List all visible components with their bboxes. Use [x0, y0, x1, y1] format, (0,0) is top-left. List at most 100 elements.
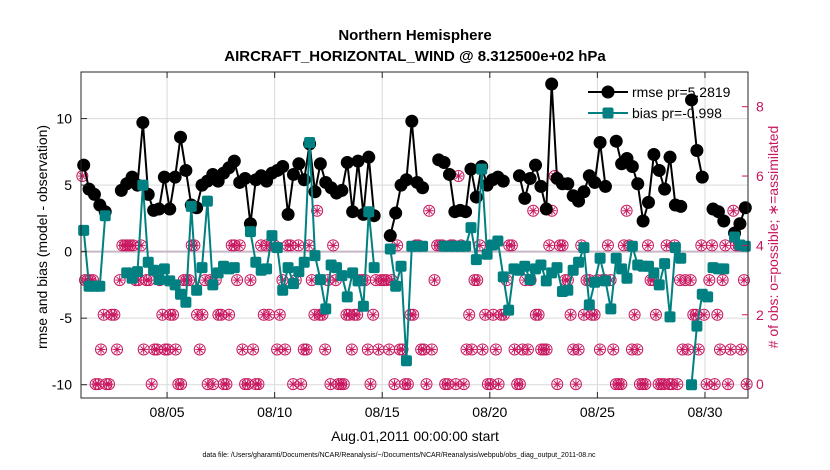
obs-assimilated-stroke: [97, 345, 105, 353]
obs-assimilated-marker: [96, 344, 106, 354]
obs-assimilated-marker: [603, 240, 613, 250]
obs-assimilated-marker: [672, 379, 682, 389]
obs-assimilated-stroke: [684, 345, 692, 353]
obs-assimilated-marker: [430, 275, 440, 285]
obs-assimilated-stroke: [495, 380, 503, 388]
bias-point: [589, 276, 601, 288]
obs-possible-marker: [252, 378, 265, 391]
chart-subtitle: AIRCRAFT_HORIZONTAL_WIND @ 8.312500e+02 …: [224, 48, 606, 65]
obs-assimilated-stroke: [222, 380, 230, 388]
obs-assimilated-stroke: [244, 380, 252, 388]
obs-possible-marker: [639, 378, 652, 391]
legend-rmse-marker: [601, 85, 615, 99]
obs-assimilated-stroke: [711, 380, 719, 388]
obs-assimilated-marker: [579, 310, 589, 320]
obs-assimilated-marker: [427, 344, 437, 354]
rmse-point: [738, 201, 752, 215]
obs-assimilated-stroke: [524, 345, 532, 353]
obs-assimilated-stroke: [687, 276, 695, 284]
y-right-tick-label: 0: [756, 376, 764, 392]
obs-possible-marker: [505, 239, 518, 252]
obs-assimilated-marker: [365, 379, 375, 389]
rmse-point: [529, 158, 543, 172]
bias-point: [519, 260, 531, 272]
rmse-point: [598, 179, 612, 193]
rmse-point: [416, 181, 430, 195]
rmse-point: [389, 206, 403, 220]
bias-point: [460, 240, 472, 252]
obs-assimilated-marker: [720, 240, 730, 250]
obs-assimilated-marker: [197, 310, 207, 320]
obs-assimilated-stroke: [129, 241, 137, 249]
obs-possible-marker: [295, 378, 308, 391]
bias-point: [621, 272, 633, 284]
obs-assimilated-marker: [232, 275, 242, 285]
obs-assimilated-stroke: [246, 276, 254, 284]
bias-point: [158, 263, 170, 275]
obs-assimilated-stroke: [580, 311, 588, 319]
obs-assimilated-stroke: [729, 207, 737, 215]
obs-assimilated-marker: [136, 240, 146, 250]
obs-possible-marker: [364, 378, 377, 391]
obs-possible-marker: [628, 308, 641, 321]
obs-assimilated-marker: [643, 240, 653, 250]
obs-assimilated-stroke: [700, 311, 708, 319]
obs-assimilated-marker: [694, 344, 704, 354]
obs-assimilated-stroke: [511, 345, 519, 353]
obs-assimilated-marker: [472, 275, 482, 285]
bias-point: [417, 240, 429, 252]
obs-assimilated-stroke: [348, 345, 356, 353]
obs-possible-marker: [601, 239, 614, 252]
obs-assimilated-marker: [590, 310, 600, 320]
bias-point: [669, 242, 681, 254]
x-axis-label: Aug.01,2011 00:00:00 start: [331, 428, 499, 444]
obs-assimilated-marker: [275, 310, 285, 320]
obs-assimilated-marker: [566, 310, 576, 320]
obs-assimilated-stroke: [329, 241, 337, 249]
obs-possible-marker: [556, 239, 569, 252]
obs-assimilated-marker: [307, 275, 317, 285]
obs-assimilated-stroke: [366, 380, 374, 388]
rmse-point: [276, 159, 290, 173]
obs-assimilated-marker: [184, 275, 194, 285]
bias-point: [78, 224, 90, 236]
obs-assimilated-stroke: [238, 345, 246, 353]
obs-possible-marker: [428, 274, 441, 287]
obs-assimilated-marker: [109, 310, 119, 320]
obs-possible-marker: [593, 343, 606, 356]
obs-assimilated-stroke: [196, 345, 204, 353]
obs-assimilated-stroke: [78, 172, 86, 180]
bias-point: [94, 280, 106, 292]
obs-assimilated-marker: [534, 310, 544, 320]
obs-possible-marker: [641, 239, 654, 252]
obs-assimilated-stroke: [713, 311, 721, 319]
rmse-point: [631, 177, 645, 191]
bias-point: [739, 240, 751, 252]
obs-assimilated-marker: [632, 344, 642, 354]
obs-assimilated-marker: [221, 379, 231, 389]
obs-assimilated-marker: [630, 310, 640, 320]
obs-possible-marker: [401, 378, 414, 391]
obs-possible-marker: [345, 343, 358, 356]
obs-assimilated-marker: [723, 379, 733, 389]
obs-possible-marker: [220, 378, 233, 391]
obs-possible-marker: [711, 308, 724, 321]
chart-title: Northern Hemisphere: [338, 27, 491, 44]
obs-assimilated-marker: [736, 344, 746, 354]
obs-assimilated-stroke: [385, 345, 393, 353]
obs-assimilated-marker: [248, 344, 258, 354]
bias-point: [400, 355, 412, 367]
obs-possible-marker: [167, 308, 180, 321]
rmse-point: [405, 114, 419, 128]
obs-assimilated-stroke: [719, 276, 727, 284]
obs-assimilated-marker: [285, 240, 295, 250]
obs-assimilated-stroke: [473, 276, 481, 284]
x-tick-label: 08/20: [472, 404, 507, 420]
obs-possible-marker: [551, 378, 564, 391]
bias-point: [551, 262, 563, 274]
obs-assimilated-stroke: [100, 311, 108, 319]
y-tick-label: 5: [64, 177, 72, 193]
obs-assimilated-stroke: [508, 241, 516, 249]
obs-assimilated-stroke: [631, 311, 639, 319]
obs-assimilated-stroke: [409, 311, 417, 319]
